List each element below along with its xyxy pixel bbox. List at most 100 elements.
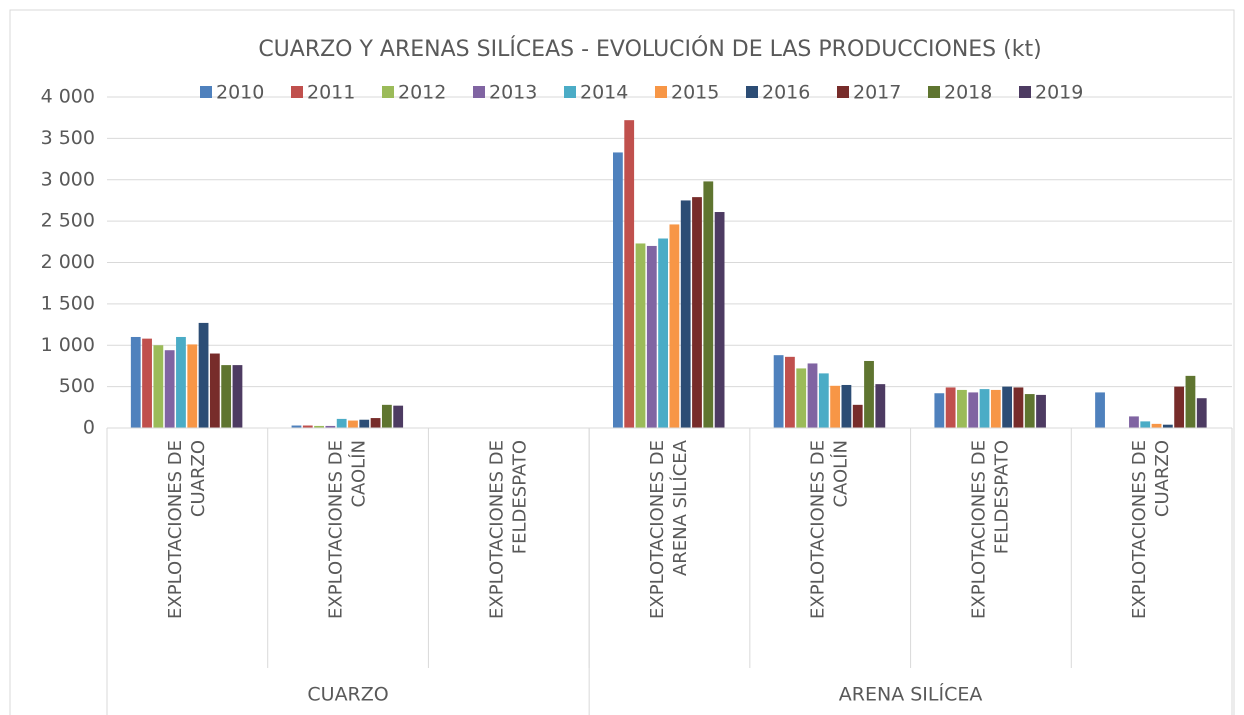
bar xyxy=(221,365,232,428)
bar xyxy=(714,212,725,428)
bar xyxy=(1196,398,1207,428)
bar xyxy=(209,353,220,428)
legend-label: 2014 xyxy=(580,82,628,104)
x-tick-label: EXPLOTACIONES DE CUARZO xyxy=(1129,440,1173,619)
bar xyxy=(1174,386,1185,428)
bar xyxy=(852,404,863,428)
x-tick-label: EXPLOTACIONES DE ARENA SILÍCEA xyxy=(647,439,691,619)
bar xyxy=(968,392,979,428)
bar xyxy=(1162,424,1173,428)
bar xyxy=(934,393,945,428)
bar xyxy=(646,245,657,428)
legend-swatch xyxy=(382,86,394,98)
bar xyxy=(393,405,404,428)
legend-swatch xyxy=(564,86,576,98)
bar xyxy=(232,365,243,428)
bar xyxy=(945,387,956,428)
legend-swatch xyxy=(291,86,303,98)
bar xyxy=(818,373,829,428)
legend-label: 2015 xyxy=(671,82,719,104)
bar xyxy=(198,322,209,428)
x-tick-label-line: EXPLOTACIONES DE xyxy=(1129,440,1150,619)
legend-label: 2016 xyxy=(762,82,810,104)
bar xyxy=(291,425,302,428)
legend-label: 2011 xyxy=(307,82,355,104)
bar xyxy=(142,338,152,428)
legend-swatch xyxy=(655,86,667,98)
x-tick-label-line: CAOLÍN xyxy=(348,440,370,508)
x-tick-label-line: CUARZO xyxy=(188,440,209,517)
x-tick-label: EXPLOTACIONES DE FELDESPATO xyxy=(486,440,530,619)
bar xyxy=(658,238,668,428)
bar xyxy=(785,356,795,428)
bar xyxy=(990,389,1001,428)
bar xyxy=(669,224,680,428)
y-tick-label: 3 500 xyxy=(41,127,95,149)
x-tick-label-line: CUARZO xyxy=(1152,440,1173,517)
bar xyxy=(703,181,714,428)
x-tick-label-line: CAOLÍN xyxy=(830,440,852,508)
legend-swatch xyxy=(473,86,485,98)
x-tick-label-line: EXPLOTACIONES DE xyxy=(486,440,507,619)
x-tick-label: EXPLOTACIONES DE CAOLÍN xyxy=(326,440,370,619)
bar xyxy=(336,418,347,428)
y-tick-label: 1 000 xyxy=(41,334,95,356)
bar xyxy=(348,420,358,428)
y-tick-label: 1 500 xyxy=(41,292,95,314)
bar xyxy=(979,389,990,428)
group-label: CUARZO xyxy=(307,684,388,706)
y-tick-label: 2 500 xyxy=(41,210,95,232)
y-tick-label: 2 000 xyxy=(41,251,95,273)
x-tick-label-line: EXPLOTACIONES DE xyxy=(968,440,989,619)
bar xyxy=(314,425,324,428)
bar xyxy=(1002,386,1013,428)
legend-swatch xyxy=(746,86,758,98)
legend-swatch xyxy=(1019,86,1031,98)
bar xyxy=(957,389,967,428)
y-tick-label: 500 xyxy=(59,375,95,397)
x-tick-label-line: EXPLOTACIONES DE xyxy=(647,440,668,619)
legend-swatch xyxy=(928,86,940,98)
bar xyxy=(325,425,336,428)
bar xyxy=(187,344,198,428)
bar xyxy=(1185,375,1196,428)
legend-swatch xyxy=(200,86,212,98)
bar xyxy=(864,360,874,428)
group-label: ARENA SILÍCEA xyxy=(839,683,983,706)
legend-label: 2013 xyxy=(489,82,537,104)
x-tick-label-line: FELDESPATO xyxy=(991,440,1012,554)
bar xyxy=(773,355,784,428)
bar xyxy=(1024,394,1035,428)
bar xyxy=(807,363,818,428)
y-tick-label: 4 000 xyxy=(41,86,95,108)
legend-label: 2012 xyxy=(398,82,446,104)
bar xyxy=(164,350,175,428)
bar xyxy=(381,404,392,428)
bar xyxy=(1140,421,1151,428)
legend-label: 2019 xyxy=(1035,82,1083,104)
bar xyxy=(130,336,141,428)
bar xyxy=(624,120,635,429)
bar xyxy=(153,345,164,428)
bar xyxy=(796,368,807,428)
bar xyxy=(359,419,370,428)
bar xyxy=(830,385,841,428)
bar xyxy=(875,384,886,428)
legend-label: 2010 xyxy=(216,82,264,104)
bar xyxy=(370,418,381,428)
bar xyxy=(1036,394,1046,428)
bar xyxy=(302,425,313,428)
bar xyxy=(1013,387,1024,428)
bar xyxy=(692,197,702,428)
x-tick-label-line: EXPLOTACIONES DE xyxy=(326,440,347,619)
legend-swatch xyxy=(837,86,849,98)
bar xyxy=(176,336,186,428)
legend-label: 2018 xyxy=(944,82,992,104)
bar xyxy=(841,384,852,428)
x-tick-label-line: ARENA SILÍCEA xyxy=(669,439,691,576)
x-tick-label-line: FELDESPATO xyxy=(509,440,530,554)
x-tick-label: EXPLOTACIONES DE FELDESPATO xyxy=(968,440,1012,619)
bar xyxy=(1095,392,1105,428)
y-tick-label: 3 000 xyxy=(41,168,95,190)
